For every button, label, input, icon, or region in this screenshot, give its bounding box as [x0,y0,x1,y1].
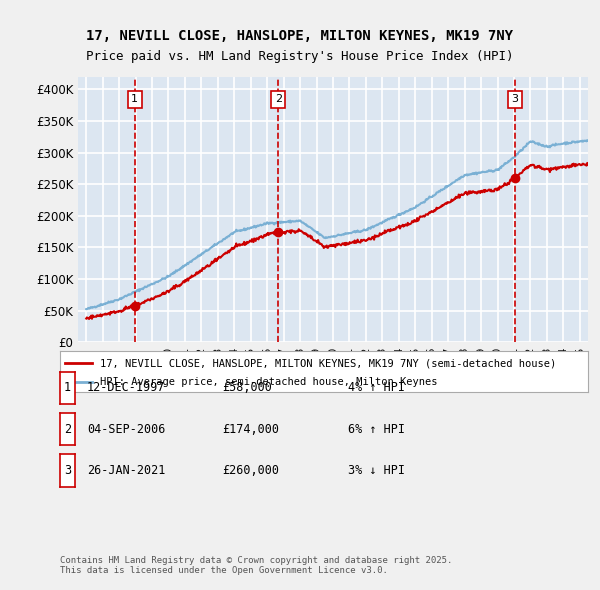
Text: £58,000: £58,000 [222,381,272,394]
Text: Contains HM Land Registry data © Crown copyright and database right 2025.
This d: Contains HM Land Registry data © Crown c… [60,556,452,575]
Text: 3% ↓ HPI: 3% ↓ HPI [348,464,405,477]
Text: 3: 3 [512,94,518,104]
Text: £260,000: £260,000 [222,464,279,477]
Text: 26-JAN-2021: 26-JAN-2021 [87,464,166,477]
Text: 12-DEC-1997: 12-DEC-1997 [87,381,166,394]
Text: 3: 3 [64,464,71,477]
Text: Price paid vs. HM Land Registry's House Price Index (HPI): Price paid vs. HM Land Registry's House … [86,50,514,63]
Text: 17, NEVILL CLOSE, HANSLOPE, MILTON KEYNES, MK19 7NY: 17, NEVILL CLOSE, HANSLOPE, MILTON KEYNE… [86,30,514,44]
Text: 2: 2 [64,422,71,435]
Text: 2: 2 [275,94,282,104]
Text: HPI: Average price, semi-detached house, Milton Keynes: HPI: Average price, semi-detached house,… [100,377,437,387]
Text: 04-SEP-2006: 04-SEP-2006 [87,422,166,435]
Text: £174,000: £174,000 [222,422,279,435]
Text: 6% ↑ HPI: 6% ↑ HPI [348,422,405,435]
Text: 1: 1 [64,381,71,394]
Text: 4% ↑ HPI: 4% ↑ HPI [348,381,405,394]
Text: 1: 1 [131,94,138,104]
Text: 17, NEVILL CLOSE, HANSLOPE, MILTON KEYNES, MK19 7NY (semi-detached house): 17, NEVILL CLOSE, HANSLOPE, MILTON KEYNE… [100,359,556,368]
